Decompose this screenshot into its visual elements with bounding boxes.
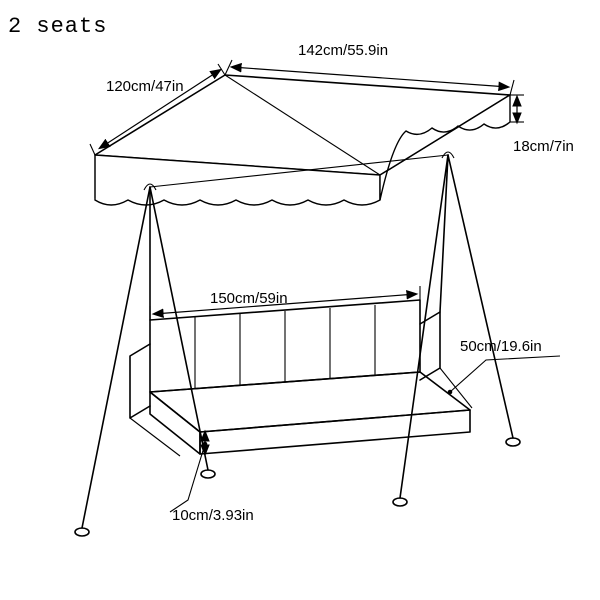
swing-diagram — [0, 0, 600, 600]
diagram-container: 2 seats 142cm/55.9in 120cm/47in 18cm/7in… — [0, 0, 600, 600]
